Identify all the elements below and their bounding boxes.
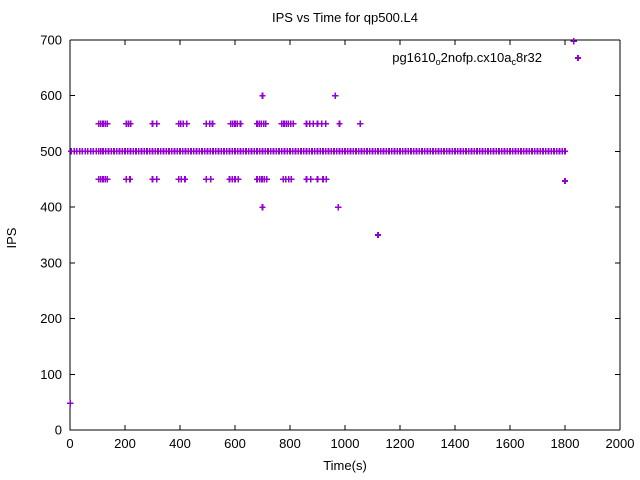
data-point-marker [126,176,134,183]
data-point-marker [104,176,111,183]
data-point-marker [307,176,314,183]
data-point-marker [561,177,569,185]
data-point-marker [561,148,569,155]
x-tick-label: 600 [224,436,246,451]
x-tick-label: 200 [114,436,136,451]
x-tick-label: 1400 [441,436,470,451]
data-point-marker [181,176,189,183]
y-tick-label: 500 [40,144,62,159]
data-point-marker [374,231,382,239]
data-point-marker [207,176,214,183]
x-tick-label: 1600 [496,436,525,451]
data-point-group [67,37,577,407]
data-point-marker [570,37,577,45]
y-axis-ticks: 0 100 200 300 400 500 600 700 [40,33,620,438]
data-point-marker [263,176,271,183]
y-tick-label: 600 [40,88,62,103]
data-point-marker [67,400,74,407]
x-tick-label: 1000 [331,436,360,451]
data-point-marker [262,120,269,127]
data-point-marker [323,176,330,183]
y-tick-label: 100 [40,367,62,382]
x-tick-label: 1200 [386,436,415,451]
data-point-marker [104,120,111,127]
x-tick-label: 800 [279,436,301,451]
data-point-marker [259,203,266,211]
data-point-marker [127,120,134,127]
data-point-marker [290,120,297,127]
y-tick-label: 300 [40,255,62,270]
data-point-marker [153,120,160,127]
data-point-marker [332,92,339,99]
data-point-marker [235,176,242,183]
y-axis-title: IPS [4,227,19,248]
y-tick-label: 700 [40,33,62,48]
legend-series-label: pg1610o2nofp.cx10ac8r32 [392,50,542,67]
data-point-marker [322,120,329,127]
data-point-marker [288,176,295,183]
y-tick-label: 0 [55,423,62,438]
legend: pg1610o2nofp.cx10ac8r32 [392,50,582,67]
x-axis-title: Time(s) [323,458,367,473]
chart-title: IPS vs Time for qp500.L4 [272,10,418,25]
data-point-marker [336,120,343,127]
data-point-marker [334,203,342,211]
data-point-marker [237,120,244,127]
axis-frame [69,40,620,431]
x-tick-label: 0 [66,436,73,451]
y-tick-label: 400 [40,200,62,215]
data-point-marker [209,120,216,127]
x-axis-ticks: 0 200 400 600 800 1000 1200 1400 1600 1800 2000 [66,39,635,451]
data-point-marker [259,92,266,99]
x-tick-label: 400 [169,436,191,451]
data-point-marker [153,176,160,183]
data-point-marker [314,176,321,183]
x-tick-label: 1800 [551,436,580,451]
legend-marker-icon [574,54,582,62]
y-tick-label: 200 [40,311,62,326]
data-point-marker [183,120,191,127]
x-tick-label: 2000 [606,436,635,451]
data-point-marker [356,120,364,127]
